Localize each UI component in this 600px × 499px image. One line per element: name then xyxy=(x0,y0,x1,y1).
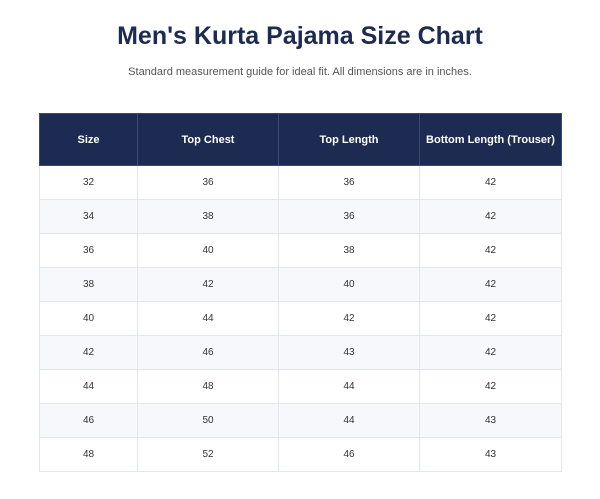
header-row: Size Top Chest Top Length Bottom Length (Tr… xyxy=(39,113,562,166)
column-header: Bottom Length (Trouser) xyxy=(419,113,562,166)
subtitle: Standard measurement guide for ideal fit… xyxy=(128,66,472,78)
table-cell: 42 xyxy=(419,165,562,200)
table-cell: 44 xyxy=(137,301,279,336)
table-cell: 44 xyxy=(278,403,420,438)
table-row: 40 44 42 42 xyxy=(39,301,562,336)
table-cell: 42 xyxy=(419,233,562,268)
table-row: 32 36 36 42 xyxy=(39,165,562,200)
table-cell: 42 xyxy=(419,199,562,234)
column-header: Top Length xyxy=(278,113,420,166)
table-row: 44 48 44 42 xyxy=(39,369,562,404)
table-cell: 50 xyxy=(137,403,279,438)
table-cell: 42 xyxy=(419,335,562,370)
table-cell: 46 xyxy=(278,437,420,472)
table-body: 32 36 36 42 34 38 36 42 36 40 38 42 38 42 40 42 40 44 42 42… xyxy=(39,165,562,472)
table-row: 48 52 46 43 xyxy=(39,437,562,472)
table-cell: 48 xyxy=(39,437,138,472)
table-cell: 44 xyxy=(278,369,420,404)
table-cell: 38 xyxy=(137,199,279,234)
table-cell: 42 xyxy=(137,267,279,302)
table-cell: 40 xyxy=(278,267,420,302)
table-cell: 46 xyxy=(137,335,279,370)
table-cell: 36 xyxy=(39,233,138,268)
table-cell: 38 xyxy=(278,233,420,268)
table-cell: 36 xyxy=(278,199,420,234)
title: Men's Kurta Pajama Size Chart xyxy=(117,22,483,50)
table-row: 42 46 43 42 xyxy=(39,335,562,370)
table-row: 36 40 38 42 xyxy=(39,233,562,268)
table-cell: 43 xyxy=(278,335,420,370)
table-cell: 43 xyxy=(419,437,562,472)
table-cell: 44 xyxy=(39,369,138,404)
table-cell: 36 xyxy=(278,165,420,200)
table-cell: 46 xyxy=(39,403,138,438)
table-cell: 42 xyxy=(419,301,562,336)
table-cell: 36 xyxy=(137,165,279,200)
table-cell: 42 xyxy=(419,369,562,404)
table-cell: 42 xyxy=(419,267,562,302)
table-cell: 34 xyxy=(39,199,138,234)
table-cell: 43 xyxy=(419,403,562,438)
table-cell: 52 xyxy=(137,437,279,472)
column-header: Top Chest xyxy=(137,113,279,166)
table-row: 38 42 40 42 xyxy=(39,267,562,302)
table-cell: 40 xyxy=(39,301,138,336)
table-cell: 48 xyxy=(137,369,279,404)
table-cell: 42 xyxy=(278,301,420,336)
column-header: Size xyxy=(39,113,138,166)
table-cell: 42 xyxy=(39,335,138,370)
table-row: 46 50 44 43 xyxy=(39,403,562,438)
size-table: Size Top Chest Top Length Bottom Length (Tr… xyxy=(39,113,562,472)
table-row: 34 38 36 42 xyxy=(39,199,562,234)
table-cell: 38 xyxy=(39,267,138,302)
table-cell: 32 xyxy=(39,165,138,200)
table-cell: 40 xyxy=(137,233,279,268)
